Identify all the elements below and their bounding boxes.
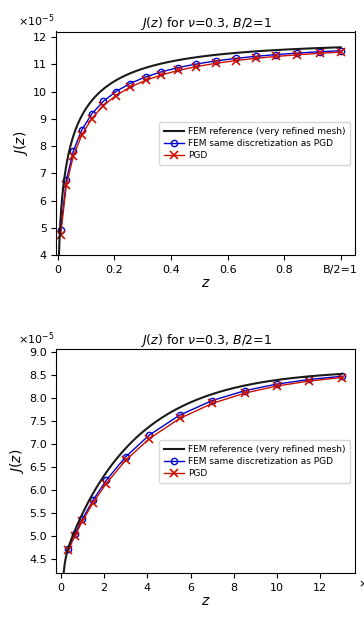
Y-axis label: $J(z)$: $J(z)$ — [8, 449, 26, 474]
Title: $J(z)$ for $\nu$=0.3, $B$/2=1: $J(z)$ for $\nu$=0.3, $B$/2=1 — [140, 14, 272, 32]
X-axis label: $z$: $z$ — [201, 277, 210, 290]
Legend: FEM reference (very refined mesh), FEM same discretization as PGD, PGD: FEM reference (very refined mesh), FEM s… — [159, 440, 351, 483]
Legend: FEM reference (very refined mesh), FEM same discretization as PGD, PGD: FEM reference (very refined mesh), FEM s… — [159, 122, 351, 164]
Text: $\times 10^{-5}$: $\times 10^{-5}$ — [17, 13, 54, 29]
Text: $\times 10^{-5}$: $\times 10^{-5}$ — [17, 331, 54, 347]
Y-axis label: $J(z)$: $J(z)$ — [12, 131, 30, 156]
Title: $J(z)$ for $\nu$=0.3, $B$/2=1: $J(z)$ for $\nu$=0.3, $B$/2=1 — [140, 333, 272, 350]
X-axis label: $z$: $z$ — [201, 595, 210, 609]
Text: $\times 10^{-3}$: $\times 10^{-3}$ — [358, 575, 364, 591]
